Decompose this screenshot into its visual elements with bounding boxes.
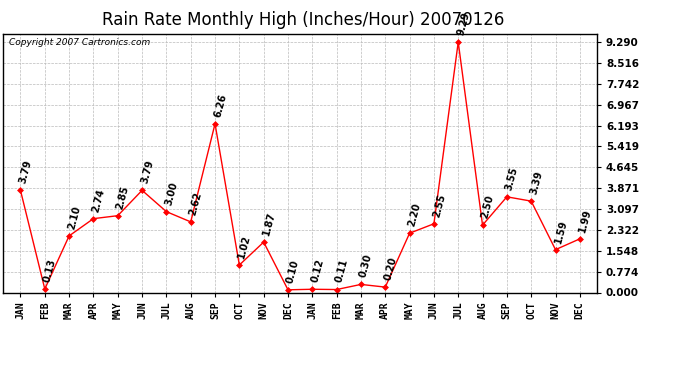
Text: 3.55: 3.55 [504,165,520,191]
Text: 1.59: 1.59 [553,218,569,244]
Text: 0.20: 0.20 [382,256,398,282]
Text: 9.29: 9.29 [455,11,471,36]
Text: 2.10: 2.10 [66,205,82,230]
Text: 1.99: 1.99 [577,207,593,233]
Text: 0.10: 0.10 [285,258,301,284]
Text: 2.55: 2.55 [431,192,447,218]
Text: 2.85: 2.85 [115,184,131,210]
Text: 2.50: 2.50 [480,194,495,219]
Text: 0.12: 0.12 [310,258,326,284]
Text: 3.00: 3.00 [164,180,179,206]
Text: 2.74: 2.74 [90,188,106,213]
Text: Copyright 2007 Cartronics.com: Copyright 2007 Cartronics.com [10,38,150,46]
Text: 6.26: 6.26 [213,93,228,118]
Text: 2.20: 2.20 [407,202,423,228]
Text: 0.11: 0.11 [334,258,350,284]
Text: Rain Rate Monthly High (Inches/Hour) 20070126: Rain Rate Monthly High (Inches/Hour) 200… [102,11,505,29]
Text: 3.79: 3.79 [18,159,34,185]
Text: 3.39: 3.39 [529,170,544,196]
Text: 2.62: 2.62 [188,190,204,216]
Text: 0.13: 0.13 [42,258,58,284]
Text: 0.30: 0.30 [358,253,374,279]
Text: 1.02: 1.02 [237,234,253,260]
Text: 3.79: 3.79 [139,159,155,185]
Text: 1.87: 1.87 [261,211,277,237]
